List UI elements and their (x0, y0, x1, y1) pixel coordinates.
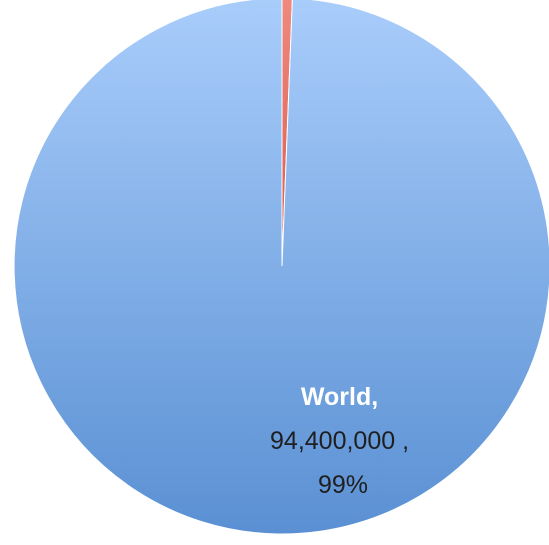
pie-slice-world (13, 0, 549, 535)
slice-label-world-name: World, (301, 383, 378, 411)
pie-slices (13, 0, 549, 535)
slice-label-world-percent: 99% (318, 471, 368, 499)
slice-label-world-value: 94,400,000 , (270, 427, 409, 455)
slice-label-world: World, 94,400,000 , 99% (270, 383, 416, 499)
